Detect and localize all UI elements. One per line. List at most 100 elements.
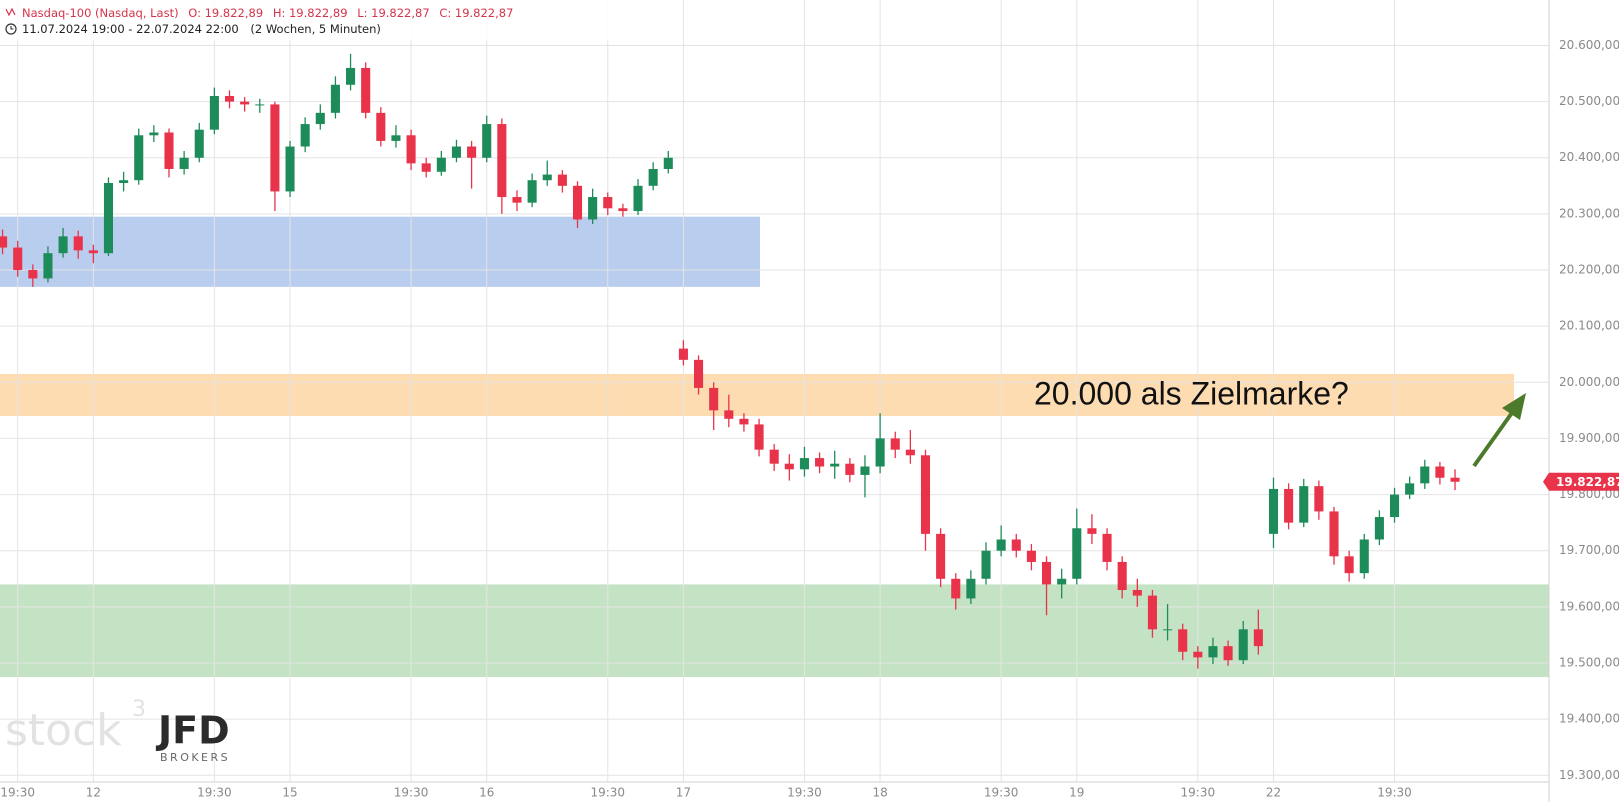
- candle-body: [421, 163, 431, 172]
- x-tick-label: 17: [676, 786, 691, 800]
- candle-body: [845, 463, 855, 475]
- candle-body: [391, 135, 401, 141]
- candle-body: [936, 533, 946, 579]
- candle-body: [164, 132, 174, 169]
- candle-body: [996, 539, 1006, 551]
- candle-body: [648, 168, 658, 186]
- annotation: 20.000 als Zielmarke?: [1034, 375, 1349, 411]
- candle-body: [346, 67, 356, 85]
- candle-body: [406, 135, 416, 164]
- candle-body: [1344, 556, 1354, 574]
- y-tick-label: 20.200,00: [1559, 263, 1619, 277]
- candle-body: [663, 157, 673, 169]
- candles: [0, 53, 1460, 669]
- candle-body: [527, 180, 537, 203]
- candle-body: [1314, 486, 1324, 512]
- candle-body: [920, 455, 931, 534]
- candle-body: [179, 157, 189, 169]
- y-tick-label: 20.600,00: [1559, 38, 1619, 52]
- candle-body: [1359, 539, 1369, 574]
- watermark-brand: stock: [5, 705, 122, 756]
- clock-icon: [5, 23, 17, 35]
- candle-body: [497, 124, 507, 198]
- candle-body: [784, 463, 794, 470]
- candle-body: [43, 253, 53, 279]
- candle-body: [149, 132, 159, 136]
- x-tick-label: 16: [479, 786, 494, 800]
- y-tick-label: 19.900,00: [1559, 431, 1619, 445]
- x-tick-label: 19:30: [1181, 786, 1216, 800]
- candle-body: [1284, 488, 1294, 523]
- candle-body: [451, 146, 462, 158]
- y-tick-label: 19.700,00: [1559, 543, 1619, 557]
- watermark-broker: JFD: [155, 709, 230, 753]
- candle-body: [815, 458, 825, 467]
- candle-body: [1178, 629, 1188, 652]
- candle-body: [1223, 646, 1233, 661]
- x-tick-label: 12: [86, 786, 101, 800]
- candle-body: [1072, 528, 1082, 579]
- candle-body: [28, 270, 38, 279]
- arrow-shaft: [1472, 408, 1516, 468]
- candle-body: [557, 174, 567, 186]
- ohlc-low: L: 19.822,87: [357, 6, 429, 20]
- y-tick-label: 20.300,00: [1559, 206, 1619, 220]
- candle-body: [361, 67, 371, 113]
- candle-body: [1450, 477, 1460, 482]
- clock-hand: [10, 26, 14, 30]
- candle-body: [1132, 590, 1142, 596]
- candle-body: [1193, 651, 1203, 658]
- x-tick-label: 22: [1266, 786, 1281, 800]
- candle-body: [1041, 561, 1052, 585]
- grid: [0, 0, 1549, 782]
- candle-body: [890, 438, 900, 450]
- candle-body: [224, 95, 235, 102]
- x-tick-label: 15: [282, 786, 297, 800]
- candle-body: [0, 236, 8, 248]
- last-price-label: 19.822,87: [1556, 475, 1619, 489]
- candle-body: [1389, 494, 1400, 518]
- ohlc-high: H: 19.822,89: [273, 6, 348, 20]
- candle-body: [270, 104, 280, 192]
- candle-body: [572, 185, 583, 220]
- header: Nasdaq-100 (Nasdaq, Last) O: 19.822,89 H…: [0, 0, 620, 40]
- y-tick-label: 19.600,00: [1559, 599, 1619, 613]
- y-tick-label: 20.500,00: [1559, 94, 1619, 108]
- candle-body: [754, 424, 764, 450]
- candle-body: [73, 236, 83, 251]
- x-tick-label: 19:30: [0, 786, 35, 800]
- candle-body: [482, 124, 492, 158]
- candle-body: [13, 247, 23, 271]
- candle-body: [1011, 539, 1021, 551]
- range-note: (2 Wochen, 5 Minuten): [250, 22, 381, 36]
- candle-body: [194, 129, 204, 158]
- candle-body: [799, 458, 809, 470]
- candle-body: [709, 387, 719, 411]
- candle-body: [966, 578, 976, 599]
- candle-body: [724, 410, 734, 419]
- date-range: 11.07.2024 19:00 - 22.07.2024 22:00: [22, 22, 239, 36]
- candle-body: [694, 359, 704, 388]
- candle-body: [1374, 517, 1384, 540]
- header-line-2: 11.07.2024 19:00 - 22.07.2024 22:00 (2 W…: [22, 22, 381, 36]
- candle-body: [315, 112, 325, 125]
- candle-body: [603, 197, 613, 209]
- candle-body: [134, 135, 144, 181]
- watermark-brand-sup: 3: [132, 697, 146, 722]
- candle-body: [1208, 646, 1218, 658]
- candle-body: [1147, 595, 1157, 630]
- candle-body: [1405, 483, 1415, 495]
- zone: [0, 584, 1549, 678]
- candle-body: [1026, 550, 1036, 562]
- y-tick-label: 20.100,00: [1559, 319, 1619, 333]
- candle-body: [1102, 533, 1112, 562]
- candle-body: [951, 578, 961, 599]
- candle-body: [1057, 578, 1067, 585]
- x-tick-label: 19:30: [590, 786, 625, 800]
- x-tick-label: 19:30: [197, 786, 232, 800]
- candle-body: [119, 180, 129, 184]
- candle-body: [1420, 466, 1430, 484]
- candle-body: [330, 84, 340, 113]
- candle-body: [512, 197, 522, 203]
